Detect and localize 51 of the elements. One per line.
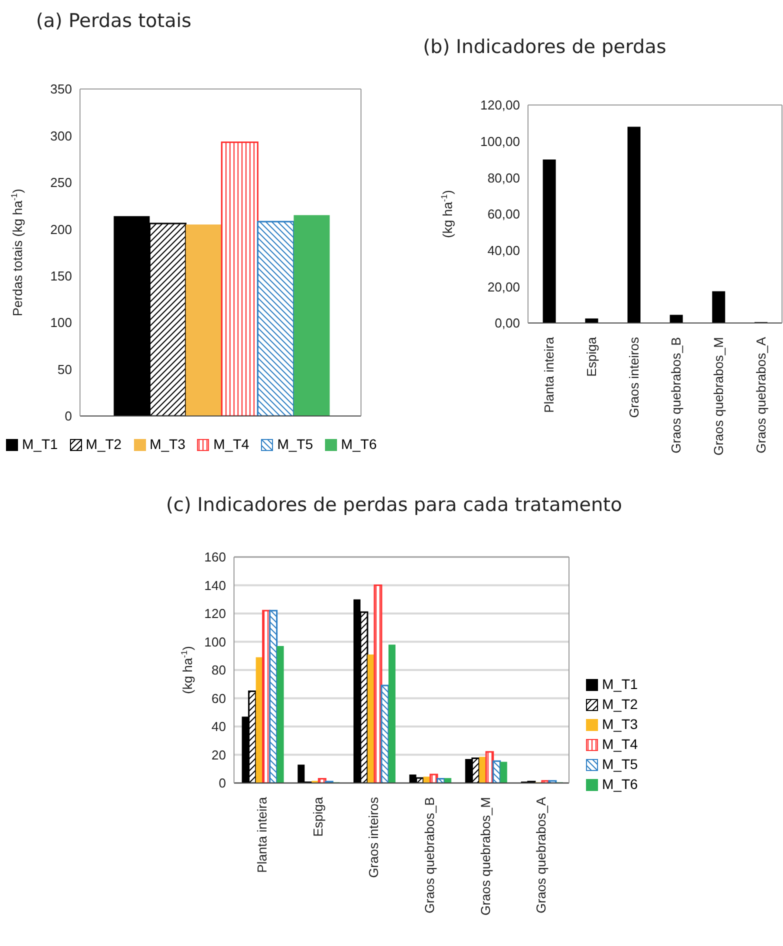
legend-label: M_T2: [601, 696, 638, 712]
y-tick-label: 200: [50, 222, 72, 237]
x-tick-label: Graos quebrabos_A: [534, 796, 549, 914]
x-tick-label: Graos quebrabos_M: [711, 337, 726, 456]
x-tick-label: Graos quebrabos_B: [668, 337, 684, 454]
legend-label: M_T6: [340, 436, 377, 452]
y-tick-label: 100,00: [480, 134, 520, 149]
y-tick-label: 150: [50, 268, 72, 284]
y-tick-label: 60,00: [487, 206, 520, 222]
y-tick-label: 20,00: [487, 279, 520, 294]
legend-label: M_T5: [276, 436, 313, 452]
y-tick-label: 80,00: [487, 170, 520, 186]
x-tick-label: Graos quebrabos_A: [753, 336, 768, 454]
y-tick-label: 0,00: [494, 316, 520, 331]
x-tick-label: Espiga: [310, 796, 326, 837]
y-tick-label: 0: [64, 408, 72, 424]
y-tick-label: 80: [212, 662, 226, 678]
legend-label: M_T3: [601, 716, 638, 732]
legend-label: M_T1: [21, 436, 58, 452]
y-tick-label: 120: [204, 606, 226, 622]
legend-label: M_T4: [601, 736, 638, 752]
y-tick-label: 350: [50, 82, 72, 97]
x-tick-label: Planta inteira: [542, 336, 557, 413]
y-tick-label: 20: [212, 747, 226, 762]
y-tick-label: 40,00: [487, 242, 520, 258]
x-tick-label: Planta inteira: [254, 796, 270, 873]
legend-label: M_T2: [84, 436, 122, 452]
legend-label: M_T4: [212, 436, 250, 452]
x-tick-label: Graos inteiros: [366, 796, 382, 878]
y-tick-label: 100: [50, 315, 72, 330]
y-tick-label: 100: [204, 634, 226, 650]
y-tick-label: 160: [204, 550, 226, 565]
x-tick-label: Graos quebrabos_M: [478, 797, 493, 916]
legend-label: M_T5: [601, 756, 638, 772]
y-tick-label: 50: [58, 362, 72, 377]
y-tick-label: 120,00: [480, 98, 520, 113]
legend-label: M_T6: [601, 776, 638, 792]
y-tick-label: 40: [212, 719, 226, 734]
y-tick-label: 60: [212, 690, 226, 706]
legend-label: M_T1: [601, 676, 638, 692]
legend-label: M_T3: [148, 436, 186, 452]
y-tick-label: 300: [50, 128, 72, 144]
y-tick-label: 140: [204, 578, 226, 593]
y-tick-label: 250: [50, 175, 72, 190]
chart-title: (a) Perdas totais: [36, 10, 192, 32]
x-tick-label: Graos quebrabos_B: [422, 797, 437, 914]
x-tick-label: Espiga: [584, 336, 599, 377]
y-tick-label: 0: [218, 776, 226, 791]
x-tick-label: Graos inteiros: [626, 336, 642, 418]
chart-title: (b) Indicadores de perdas: [423, 36, 666, 58]
chart-title: (c) Indicadores de perdas para cada tratamento: [166, 494, 622, 516]
